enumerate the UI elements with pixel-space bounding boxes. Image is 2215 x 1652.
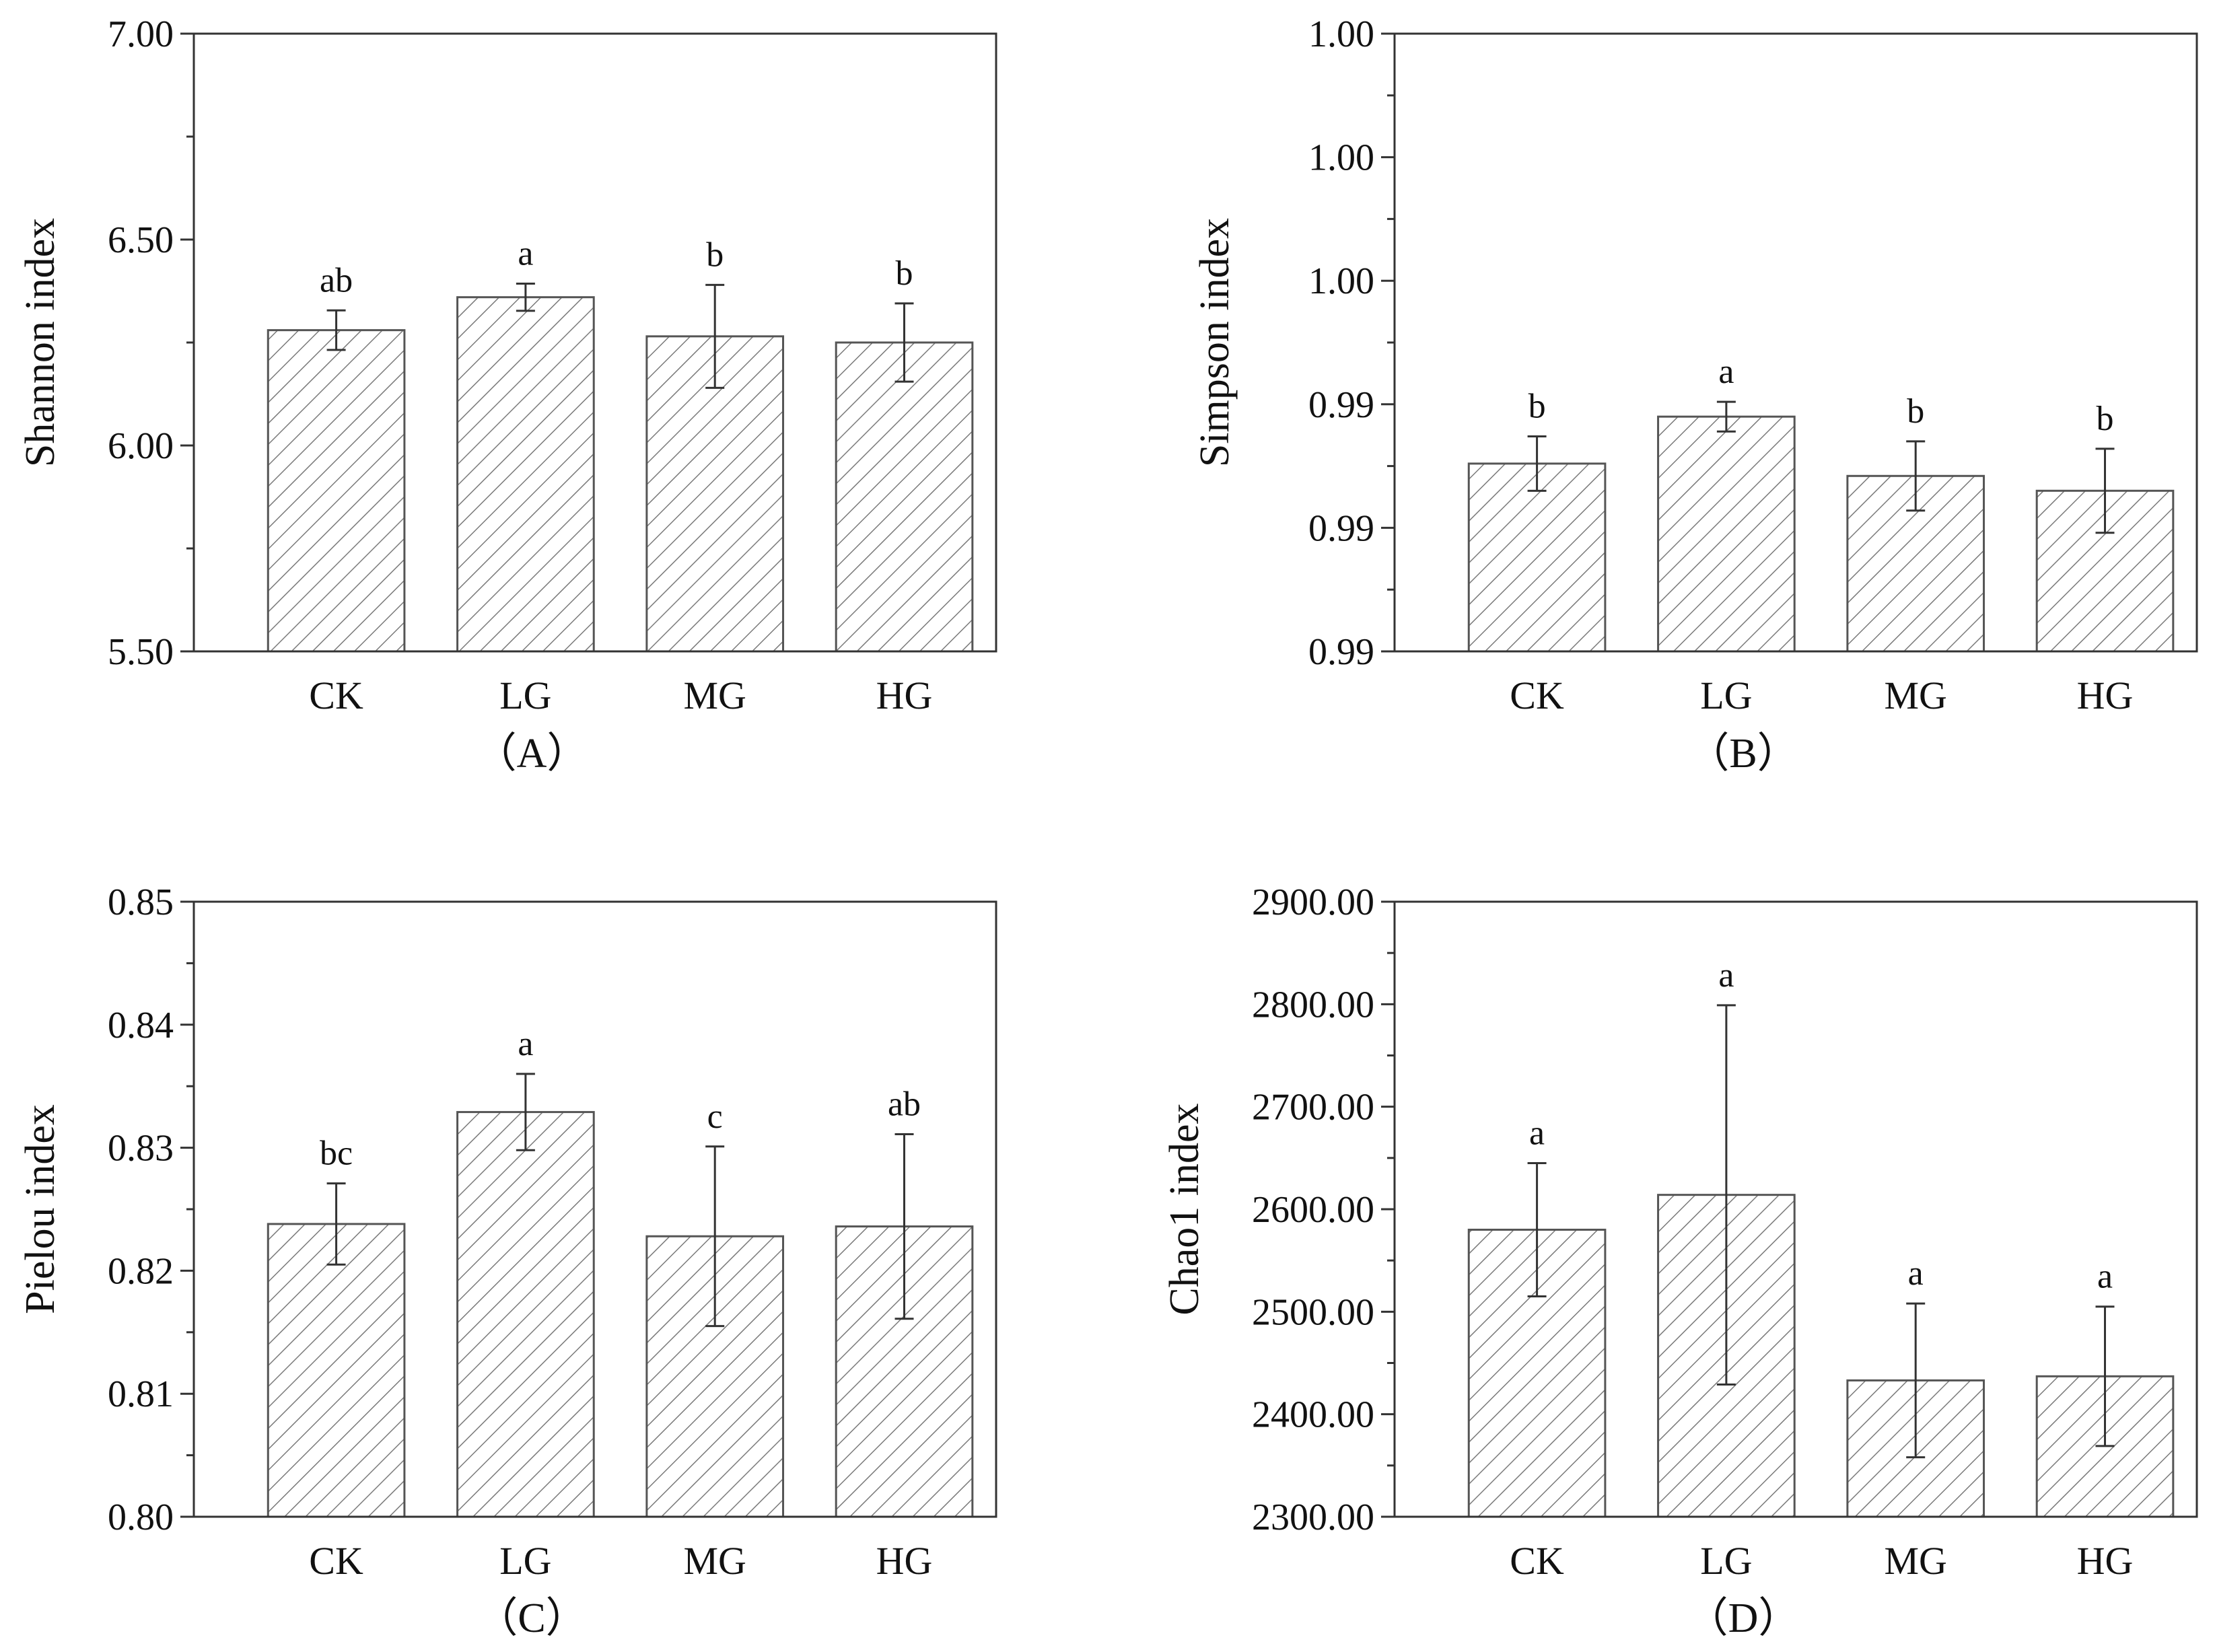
bar-lg [1657,415,1796,653]
y-tick-label: 0.85 [108,882,174,923]
significance-label: a [2097,1258,2113,1296]
y-tick-label: 2300.00 [1252,1497,1374,1538]
significance-label: b [896,254,913,293]
y-tick-label: 0.99 [1308,631,1374,673]
x-tick-label: CK [309,674,363,717]
y-tick-label: 6.50 [108,219,174,261]
significance-label: b [706,236,724,274]
bar-ck [267,329,406,653]
x-tick-label: HG [2077,1539,2134,1583]
x-tick-label: LG [499,674,551,717]
significance-label: b [2097,400,2114,438]
x-tick-label: HG [2077,674,2134,717]
significance-label: ab [888,1085,921,1123]
y-tick-label: 0.84 [108,1005,174,1046]
bar-lg [456,1111,595,1518]
bar-hg [835,341,974,653]
y-tick-label: 0.83 [108,1128,174,1170]
y-tick-label: 1.00 [1308,137,1374,179]
significance-label: a [1529,1114,1545,1152]
significance-label: a [1718,353,1734,391]
y-axis-title: Pielou index [17,1104,63,1314]
y-tick-label: 2900.00 [1252,882,1374,923]
y-tick-label: 1.00 [1308,260,1374,302]
x-tick-label: LG [499,1539,551,1583]
y-tick-label: 2800.00 [1252,984,1374,1026]
bar-lg [456,296,595,653]
panel-caption: （A） [475,731,589,777]
x-tick-label: HG [876,1539,933,1583]
panel-a: ab CK a LG b MG b HG 5.50 6.00 6.50 7.00 Shannon ind… [17,13,997,777]
x-tick-label: LG [1700,674,1752,717]
significance-label: a [1718,956,1734,995]
significance-label: a [1908,1254,1924,1293]
y-tick-label: 2600.00 [1252,1189,1374,1231]
y-tick-label: 5.50 [108,631,174,673]
panel-caption: （C） [476,1595,587,1641]
significance-label: b [1907,392,1924,431]
bar-ck [267,1223,406,1518]
x-tick-label: CK [309,1539,363,1583]
panel-d: a CK a LG a MG a HG 2300.00 2400.00 2500.00 2600.00… [1162,882,2198,1641]
y-axis-title: Chao1 index [1162,1103,1207,1315]
x-tick-label: MG [1884,1539,1946,1583]
y-tick-label: 6.00 [108,425,174,467]
y-tick-label: 0.80 [108,1497,174,1538]
x-tick-label: HG [876,674,933,717]
y-tick-label: 7.00 [108,13,174,55]
x-tick-label: CK [1510,674,1564,717]
significance-label: a [518,234,533,273]
y-tick-label: 1.00 [1308,13,1374,55]
y-axis-title: Shannon index [17,218,63,467]
panel-c: bc CK a LG c MG ab HG 0.80 0.81 0.82 0.83 0.84 0.85 Pi… [17,882,997,1641]
y-axis-title: Simpson index [1192,218,1238,467]
significance-label: a [518,1025,533,1063]
x-tick-label: MG [1884,674,1946,717]
panel-b: b CK a LG b MG b HG 0.99 0.99 0.99 1.00 1.00 1.00 Simp… [1192,13,2198,777]
significance-label: bc [320,1135,353,1173]
y-tick-label: 0.82 [108,1250,174,1292]
significance-label: b [1528,388,1546,426]
y-tick-label: 0.99 [1308,384,1374,426]
y-tick-label: 2400.00 [1252,1394,1374,1436]
panel-caption: （B） [1687,731,1798,777]
x-tick-label: CK [1510,1539,1564,1583]
y-tick-label: 2500.00 [1252,1291,1374,1333]
x-tick-label: MG [683,674,746,717]
x-tick-label: MG [683,1539,746,1583]
panel-caption: （D） [1687,1595,1800,1641]
y-tick-label: 2700.00 [1252,1087,1374,1128]
significance-label: c [707,1098,723,1136]
significance-label: ab [320,261,353,299]
y-tick-label: 0.99 [1308,507,1374,549]
x-tick-label: LG [1700,1539,1752,1583]
y-tick-label: 0.81 [108,1373,174,1415]
